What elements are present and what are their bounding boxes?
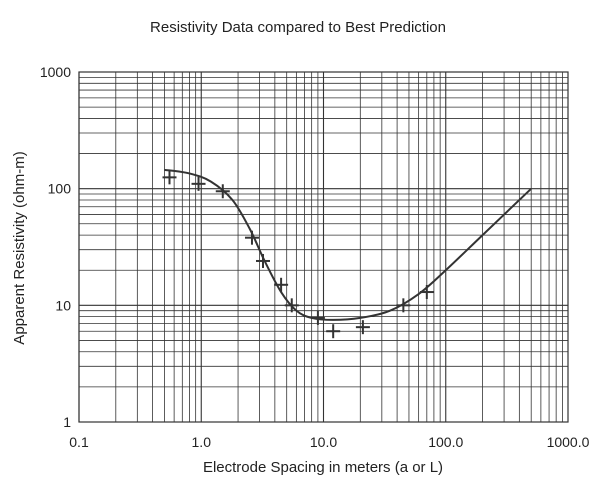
data-point-marker	[274, 277, 289, 292]
best-prediction-line	[164, 168, 532, 321]
chart-title: Resistivity Data compared to Best Predic…	[150, 19, 446, 36]
x-axis-label: Electrode Spacing in meters (a or L)	[203, 459, 443, 476]
y-axis-label: Apparent Resistivity (ohm-m)	[11, 151, 28, 344]
x-tick-label: 10.0	[310, 434, 337, 450]
data-point-marker	[396, 298, 411, 313]
y-tick-label: 1000	[40, 64, 71, 80]
y-tick-label: 1	[63, 414, 71, 430]
data-series	[162, 168, 532, 339]
y-tick-label: 10	[55, 297, 71, 313]
x-tick-label: 1000.0	[547, 434, 590, 450]
grid-lines	[78, 72, 568, 423]
x-tick-label: 1.0	[192, 434, 212, 450]
data-point-marker	[310, 310, 325, 325]
y-tick-labels: 1 10 100 1000	[40, 64, 71, 430]
data-point-marker	[191, 176, 206, 191]
data-point-marker	[215, 184, 230, 199]
data-point-marker	[256, 253, 271, 268]
x-tick-label: 0.1	[69, 434, 89, 450]
data-point-marker	[355, 320, 370, 335]
data-point-marker	[244, 230, 259, 245]
data-point-marker	[284, 298, 299, 313]
x-tick-labels: 0.1 1.0 10.0 100.0 1000.0	[69, 434, 589, 450]
plot-frame	[78, 71, 569, 423]
data-point-marker	[326, 324, 341, 339]
x-tick-label: 100.0	[428, 434, 463, 450]
data-point-marker	[162, 170, 177, 185]
y-tick-label: 100	[48, 181, 72, 197]
data-point-marker	[419, 285, 434, 300]
